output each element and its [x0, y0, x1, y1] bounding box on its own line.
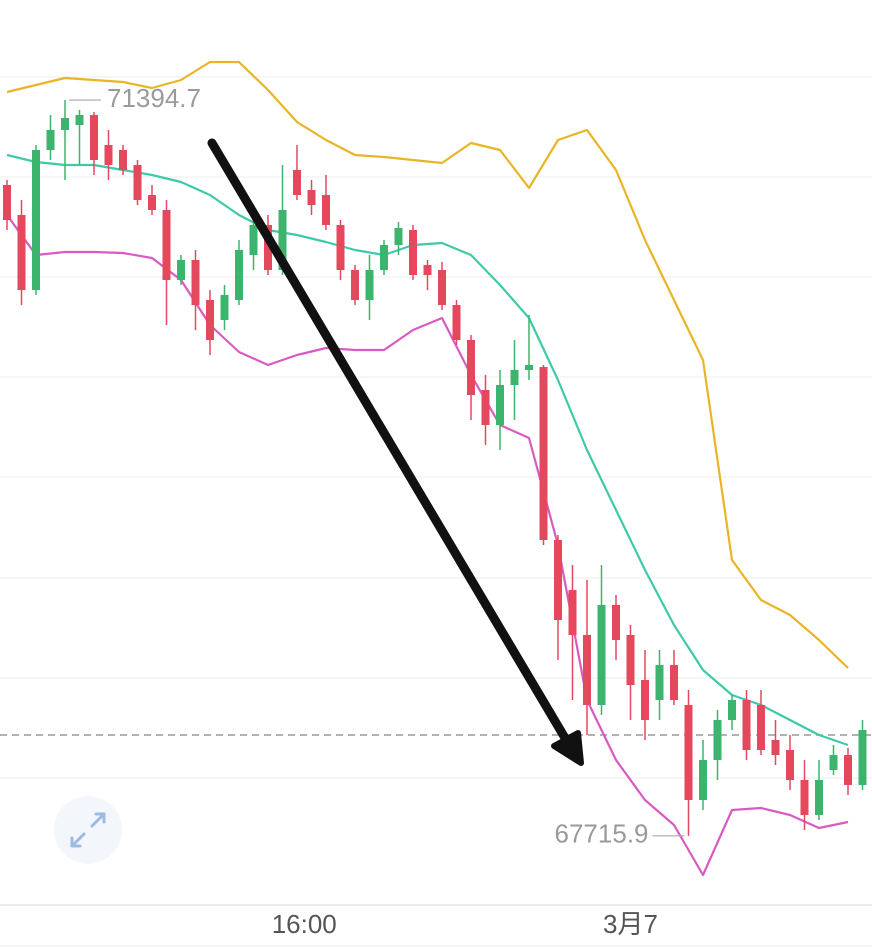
candle-body [409, 230, 417, 275]
candle-body [641, 680, 649, 720]
candle-body [61, 118, 69, 130]
candle-body [336, 225, 345, 270]
candle-body [670, 665, 678, 700]
candle-body [438, 270, 446, 305]
candle-body [858, 730, 867, 785]
candle-body [829, 755, 838, 770]
candle-body [467, 340, 475, 395]
grid [0, 76, 872, 779]
candle-body [713, 720, 722, 760]
expand-button[interactable] [54, 796, 122, 864]
x-tick-label: 3月7 [603, 909, 658, 939]
candle-body [583, 635, 591, 705]
band-line [6, 153, 849, 747]
candle-body [3, 185, 11, 220]
candle-body [351, 270, 359, 300]
candle-body [481, 390, 490, 425]
band-line [6, 214, 849, 877]
candle-body [249, 225, 258, 255]
candle-body [148, 195, 156, 210]
candle-body [699, 760, 707, 800]
candle-body [568, 590, 577, 635]
candle-body [293, 170, 301, 195]
low-label: 67715.9 [555, 819, 649, 849]
arrow-head [551, 730, 584, 766]
x-tick-label: 16:00 [272, 909, 337, 939]
candle-body [380, 245, 388, 270]
candle-body [32, 150, 40, 290]
candle-body [75, 115, 84, 125]
candle-body [771, 740, 780, 755]
candle-body [46, 130, 55, 150]
candle-body [423, 265, 432, 275]
candle-body [278, 210, 287, 270]
candle-body [220, 295, 229, 320]
candle-body [17, 215, 26, 290]
candle-body [496, 385, 504, 425]
candle-body [394, 228, 403, 245]
candle-body [90, 115, 98, 160]
candle-body [206, 300, 214, 340]
high-label: 71394.7 [107, 83, 201, 113]
candle-body [844, 755, 852, 785]
band-line [6, 60, 849, 669]
candle-body [728, 700, 736, 720]
candle-body [815, 780, 823, 815]
candle-body [264, 225, 272, 270]
plot: 71394.7 67715.9 16:00 3月7 [0, 60, 872, 939]
candle-body [597, 605, 606, 705]
candle-body [786, 750, 794, 780]
candle-body [177, 260, 185, 280]
candle-body [162, 210, 171, 280]
candle-body [365, 270, 374, 300]
candle-body [800, 780, 809, 815]
candle-body [684, 705, 693, 800]
trend-arrow [207, 138, 584, 766]
candle-body [191, 260, 200, 305]
expand-icon[interactable] [70, 812, 106, 848]
candle-body [626, 635, 635, 685]
candle-body [235, 250, 243, 300]
candle-body [322, 195, 330, 225]
candle-body [554, 540, 562, 620]
candle-body [133, 165, 142, 200]
candle-body [742, 700, 751, 750]
candle-body [452, 305, 461, 340]
candle-body [119, 150, 127, 170]
candle-body [757, 705, 765, 750]
arrow-shaft [207, 138, 573, 748]
expand-button-bg[interactable] [54, 796, 122, 864]
candle-body [510, 370, 519, 385]
candle-body [539, 367, 548, 540]
candle-body [104, 145, 113, 165]
candle-body [655, 665, 664, 700]
candle-body [525, 365, 533, 370]
candle-body [612, 605, 620, 640]
candle-body [307, 190, 316, 205]
